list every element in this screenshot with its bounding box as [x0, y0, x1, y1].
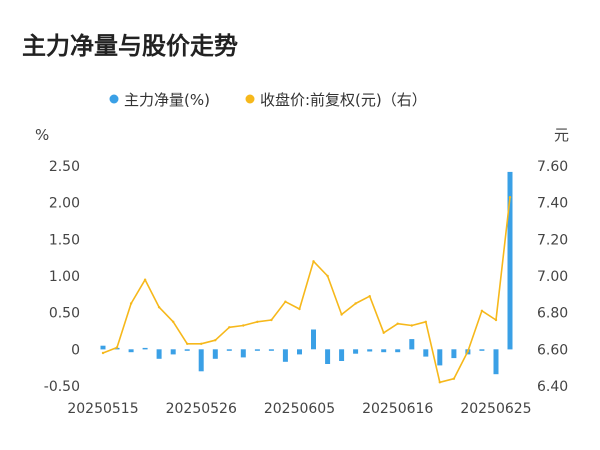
right-axis-unit: 元 — [554, 126, 569, 144]
right-axis-tick-label: 7.40 — [537, 196, 568, 212]
bar — [282, 349, 288, 362]
legend-line-label: 收盘价:前复权(元)（右） — [260, 91, 427, 109]
price-point — [508, 196, 512, 199]
bar — [212, 349, 218, 359]
right-axis-tick-label: 7.00 — [537, 269, 568, 285]
price-point — [298, 307, 301, 311]
x-axis-tick-label: 20250625 — [460, 401, 531, 417]
bar — [184, 349, 190, 351]
price-point — [382, 331, 385, 334]
price-point — [270, 318, 273, 322]
bar — [367, 349, 373, 352]
bar — [395, 349, 401, 353]
price-point — [101, 351, 105, 355]
bar — [297, 349, 302, 355]
bar — [409, 339, 415, 350]
bar — [268, 349, 274, 351]
chart-title: 主力净量与股价走势 — [22, 32, 238, 60]
price-point — [438, 381, 441, 384]
bar — [353, 349, 359, 354]
right-axis-tick-label: 6.80 — [537, 306, 568, 322]
x-axis-tick-label: 20250605 — [264, 401, 335, 417]
bar — [479, 349, 485, 351]
price-point — [157, 306, 161, 309]
bar-series — [100, 171, 513, 375]
legend: 主力净量(%) 收盘价:前复权(元)（右） — [109, 91, 427, 109]
price-point — [326, 274, 329, 278]
bar — [451, 349, 457, 359]
price-point — [214, 339, 217, 342]
price-point — [452, 377, 456, 380]
price-point — [494, 318, 498, 322]
bar — [128, 349, 134, 353]
left-axis-tick-label: 0 — [71, 342, 80, 358]
legend-bar-label: 主力净量(%) — [124, 91, 210, 109]
price-point — [186, 342, 189, 345]
price-point — [368, 295, 371, 298]
bar — [226, 349, 232, 351]
bar — [170, 349, 176, 355]
price-point — [129, 302, 133, 305]
left-axis-ticks: 2.50 2.00 1.50 1.00 0.50 0 -0.50 — [44, 159, 80, 395]
price-point — [172, 320, 175, 323]
price-point — [200, 342, 203, 345]
price-point — [228, 326, 231, 329]
bar — [325, 349, 331, 364]
price-point — [256, 320, 259, 323]
bar — [254, 349, 260, 351]
bar — [100, 345, 106, 350]
right-axis-tick-label: 7.20 — [537, 232, 568, 248]
bar — [311, 329, 316, 350]
x-axis-tick-label: 20250616 — [362, 401, 433, 417]
bar — [156, 349, 162, 359]
bar — [381, 349, 387, 353]
legend-line-marker — [245, 94, 255, 104]
price-line — [102, 197, 511, 384]
bar — [142, 347, 148, 350]
price-point — [424, 320, 427, 323]
price-point — [242, 324, 245, 327]
right-axis-tick-label: 6.60 — [537, 342, 568, 358]
right-axis-tick-label: 6.40 — [537, 379, 568, 395]
bar — [240, 349, 246, 358]
price-point — [466, 350, 470, 353]
bar — [423, 349, 429, 357]
bar — [437, 349, 443, 366]
x-axis-tick-label: 20250515 — [67, 401, 138, 417]
legend-bar-marker — [109, 94, 119, 104]
bar — [339, 349, 345, 361]
left-axis-tick-label: 1.00 — [49, 269, 80, 285]
left-axis-tick-label: 2.00 — [49, 196, 80, 212]
right-axis-tick-label: 7.60 — [537, 159, 568, 175]
price-point — [143, 278, 147, 281]
line-series — [101, 196, 512, 384]
x-axis-ticks: 20250515 20250526 20250605 20250616 20250625 — [67, 401, 531, 417]
left-axis-unit: % — [35, 126, 49, 144]
right-axis-ticks: 7.60 7.40 7.20 7.00 6.80 6.60 6.40 — [537, 159, 568, 395]
left-axis-tick-label: 1.50 — [49, 232, 80, 248]
price-point — [284, 300, 287, 303]
left-axis-tick-label: -0.50 — [44, 379, 80, 395]
price-point — [410, 324, 413, 327]
bar — [507, 171, 513, 350]
bar — [493, 349, 499, 375]
price-point — [396, 322, 399, 325]
price-point — [340, 313, 343, 316]
bar — [198, 349, 204, 372]
price-point — [354, 302, 357, 305]
left-axis-tick-label: 0.50 — [49, 306, 80, 322]
price-point — [115, 346, 119, 349]
left-axis-tick-label: 2.50 — [49, 159, 80, 175]
x-axis-tick-label: 20250526 — [166, 401, 237, 417]
price-point — [480, 309, 484, 312]
price-point — [312, 260, 315, 263]
